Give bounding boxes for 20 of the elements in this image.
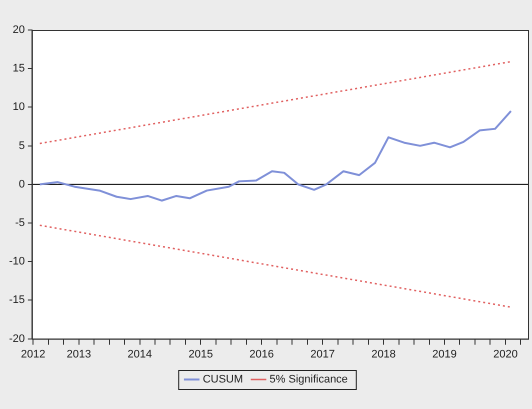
x-tick-label: 2015 <box>188 348 213 360</box>
x-tick-label: 2018 <box>371 348 396 360</box>
legend-label: CUSUM <box>202 374 244 386</box>
x-tick-label: 2013 <box>66 348 92 360</box>
x-tick-label: 2012 <box>20 348 46 360</box>
legend-label: 5% Significance <box>270 374 348 386</box>
y-tick-label: 20 <box>12 24 25 36</box>
x-tick-label: 2017 <box>310 348 335 360</box>
y-tick-label: -10 <box>8 256 25 268</box>
y-tick-label: -15 <box>8 294 25 306</box>
x-tick-label: 2016 <box>249 348 274 360</box>
x-tick-label: 2020 <box>493 348 518 360</box>
y-tick-label: -5 <box>15 217 25 230</box>
y-tick-label: 15 <box>12 62 25 75</box>
y-tick-label: 10 <box>12 101 25 114</box>
y-tick-label: -20 <box>8 332 25 345</box>
y-tick-label: 5 <box>18 140 25 152</box>
x-tick-label: 2014 <box>128 348 152 360</box>
x-tick-label: 2019 <box>432 348 457 360</box>
y-tick-label: 0 <box>18 178 25 190</box>
